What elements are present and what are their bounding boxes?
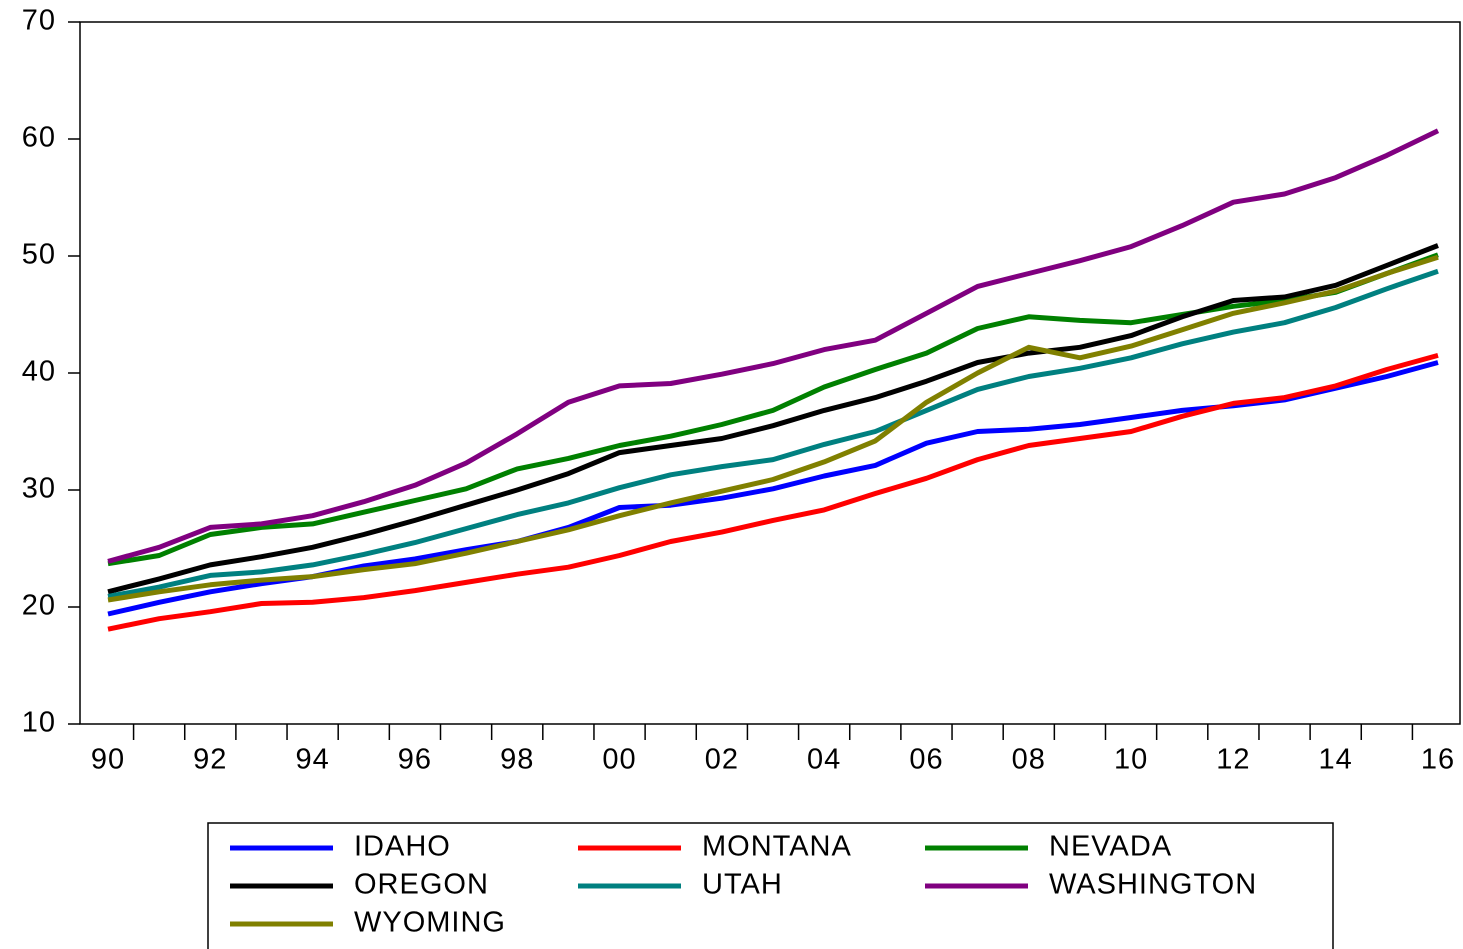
legend-label: IDAHO xyxy=(354,831,451,863)
x-tick-label: 90 xyxy=(91,744,125,776)
x-tick-label: 02 xyxy=(705,744,739,776)
series-line xyxy=(107,128,1440,564)
x-tick-label: 10 xyxy=(1114,744,1148,776)
x-tick-label: 92 xyxy=(193,744,227,776)
x-tick-label: 06 xyxy=(909,744,943,776)
series-line xyxy=(107,268,1439,599)
x-tick-label: 08 xyxy=(1012,744,1046,776)
x-tick-label: 94 xyxy=(295,744,329,776)
series-line xyxy=(107,252,1439,567)
x-tick-label: 00 xyxy=(602,744,636,776)
x-tick-label: 14 xyxy=(1319,744,1353,776)
x-tick-label: 04 xyxy=(807,744,841,776)
y-tick-label: 40 xyxy=(22,356,56,388)
series-line xyxy=(107,243,1439,595)
y-tick-label: 20 xyxy=(22,590,56,622)
x-tick-label: 98 xyxy=(500,744,534,776)
y-tick-label: 60 xyxy=(22,122,56,154)
x-tick-label: 12 xyxy=(1216,744,1250,776)
legend-label: MONTANA xyxy=(702,831,852,863)
x-tick-label: 96 xyxy=(398,744,432,776)
legend-label: UTAH xyxy=(702,869,783,901)
series-line xyxy=(107,254,1439,603)
y-tick-label: 70 xyxy=(22,5,56,37)
legend-label: NEVADA xyxy=(1049,831,1172,863)
plot-frame xyxy=(79,21,1461,725)
legend-label: WYOMING xyxy=(354,907,506,939)
legend-label: WASHINGTON xyxy=(1049,869,1257,901)
series-line xyxy=(107,352,1439,632)
y-tick-label: 10 xyxy=(22,707,56,739)
y-tick-label: 30 xyxy=(22,473,56,505)
legend-box xyxy=(207,822,1334,949)
x-tick-label: 16 xyxy=(1421,744,1455,776)
legend-label: OREGON xyxy=(354,869,489,901)
y-tick-label: 50 xyxy=(22,239,56,271)
